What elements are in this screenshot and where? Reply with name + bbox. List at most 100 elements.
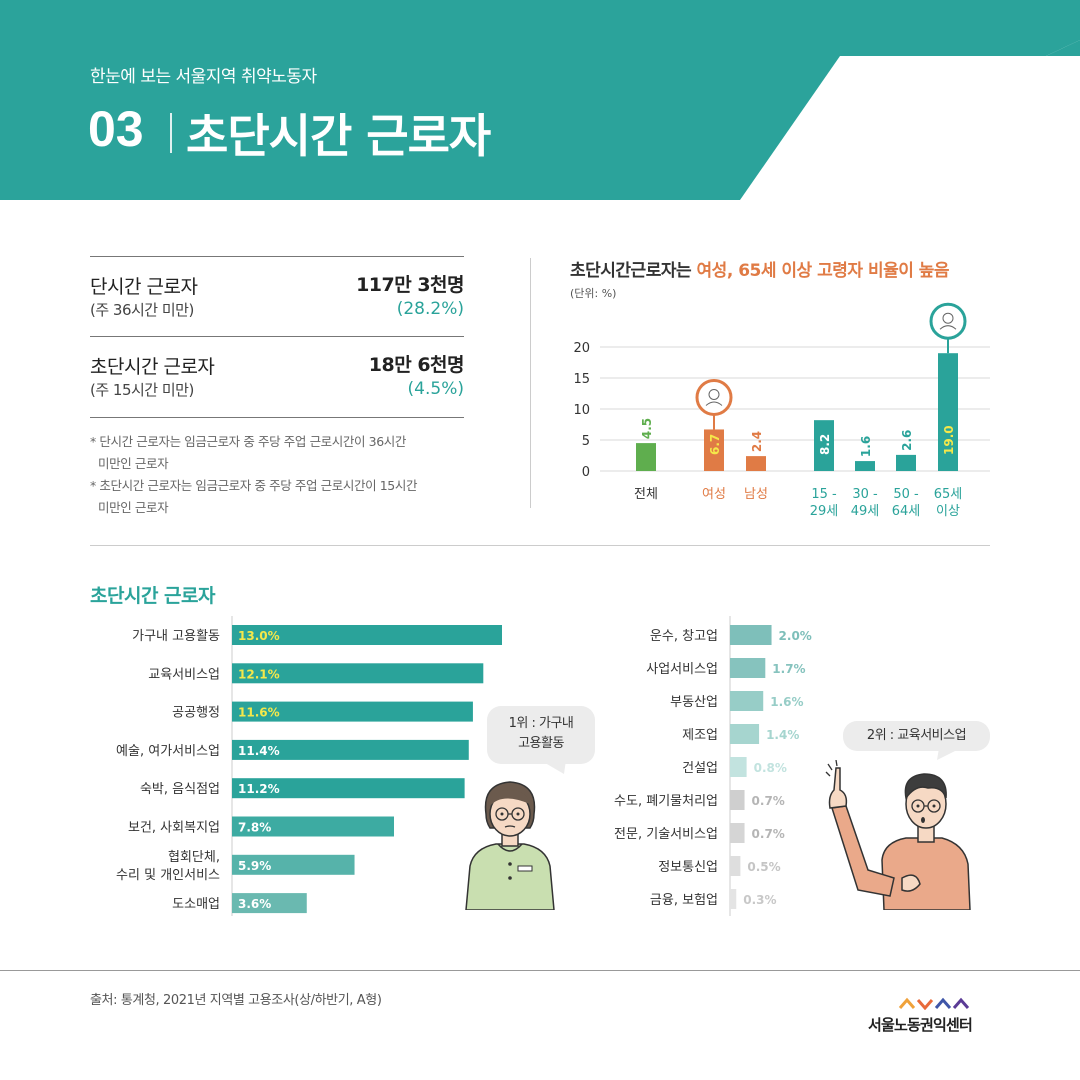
value-label: 0.5%	[747, 860, 780, 874]
header-background	[0, 0, 1080, 200]
value-label: 1.6%	[770, 695, 803, 709]
x-tick-label: 이상	[936, 504, 960, 519]
category-label: 가구내 고용활동	[132, 629, 220, 644]
x-tick-label: 여성	[702, 487, 726, 502]
bar	[730, 757, 747, 777]
footnote: 미만인 근로자	[98, 456, 169, 471]
y-tick-label: 10	[573, 403, 590, 418]
footnote: * 초단시간 근로자는 임금근로자 중 주당 주업 근로시간이 15시간	[90, 478, 418, 493]
value-label: 12.1%	[238, 667, 280, 681]
bar	[232, 701, 473, 722]
value-label: 7.8%	[238, 821, 271, 835]
value-label: 2.4	[750, 431, 764, 452]
summary-value: 117만 3천명	[356, 274, 464, 296]
y-tick-label: 20	[573, 341, 590, 356]
value-label: 11.2%	[238, 782, 280, 796]
category-label: 수도, 폐기물처리업	[614, 794, 718, 809]
value-label: 3.6%	[238, 897, 271, 911]
pin-body	[939, 325, 957, 330]
summary-sublabel: (주 15시간 미만)	[90, 381, 194, 399]
value-label: 11.4%	[238, 744, 280, 758]
female-icon	[695, 378, 733, 430]
industry-bar-chart-right: 2.0% 운수, 창고업 1.7% 사업서비스업 1.6% 부동산업 1.4% 제조업 0.8%…	[614, 616, 812, 916]
chart-title-prefix: 초단시간근로자는	[570, 261, 697, 281]
category-label: 제조업	[682, 728, 718, 743]
pin-body	[705, 401, 723, 406]
value-label: 19.0	[942, 425, 956, 455]
chart-title-highlight: 여성, 65세 이상 고령자 비율이 높음	[696, 261, 950, 281]
bar	[232, 854, 355, 875]
x-tick-label: 50 -	[893, 487, 919, 502]
category-label: 교육서비스업	[148, 667, 220, 682]
bar	[704, 429, 724, 471]
bar	[636, 443, 656, 471]
category-label: 건설업	[682, 761, 718, 776]
value-label: 1.7%	[772, 662, 805, 676]
x-tick-label: 남성	[744, 487, 768, 502]
man-illustration	[825, 760, 971, 910]
bar	[232, 816, 394, 837]
bar	[730, 790, 745, 810]
bar	[730, 724, 760, 744]
ratio-bar-chart: 0 5 10 15 20 4.5 전체 6.7 여성 2.4 남성 8.2 15 - 29세 1.6 30 -…	[573, 302, 990, 519]
bar	[232, 893, 307, 914]
callout-text: 1위 : 가구내 고용활동	[508, 716, 574, 751]
x-tick-label: 64세	[892, 504, 921, 519]
summary-bottom-rule	[90, 417, 464, 418]
category-label: 금융, 보험업	[650, 893, 718, 908]
category-label: 도소매업	[172, 897, 220, 912]
bar	[730, 823, 745, 843]
category-label: 운수, 창고업	[650, 629, 718, 644]
bar	[232, 625, 502, 645]
summary-top-rule	[90, 256, 464, 257]
chart-title: 초단시간근로자는 여성, 65세 이상 고령자 비율이 높음	[570, 256, 950, 281]
footer-rule	[0, 970, 1080, 971]
value-label: 0.7%	[752, 794, 785, 808]
footnote: 미만인 근로자	[98, 500, 169, 515]
bar	[814, 420, 834, 471]
title-separator	[170, 113, 172, 153]
summary-label: 초단시간 근로자	[90, 356, 215, 378]
bar	[896, 454, 916, 471]
value-label: 6.7	[708, 434, 722, 455]
category-label: 예술, 여가서비스업	[116, 744, 220, 759]
value-label: 0.7%	[752, 827, 785, 841]
footnote: * 단시간 근로자는 임금근로자 중 주당 주업 근로시간이 36시간	[90, 434, 406, 449]
value-label: 1.4%	[766, 728, 799, 742]
woman-illustration	[465, 781, 555, 910]
column-divider	[530, 258, 531, 508]
elder-icon	[929, 302, 967, 354]
y-tick-label: 5	[582, 434, 590, 449]
industry-section-title: 초단시간 근로자	[90, 585, 215, 607]
industry-bar-chart-left: 13.0% 가구내 고용활동 12.1% 교육서비스업 11.6% 공공행정 11.4% 예술…	[116, 616, 502, 916]
bar	[730, 889, 737, 909]
category-label: 수리 및 개인서비스	[116, 868, 220, 883]
second-place-callout: 2위 : 교육서비스업	[843, 721, 990, 751]
x-tick-label: 15 -	[811, 487, 837, 502]
x-tick-label: 49세	[851, 504, 880, 519]
value-label: 1.6	[859, 436, 873, 457]
pin-head	[708, 388, 720, 400]
value-label: 11.6%	[238, 706, 280, 720]
header-subtitle: 한눈에 보는 서울지역 취약노동자	[90, 67, 317, 87]
pin-head	[942, 312, 954, 324]
bar	[730, 625, 772, 645]
page-title: 초단시간 근로자	[186, 109, 491, 163]
bar	[730, 691, 764, 711]
value-label: 2.6	[900, 430, 914, 451]
category-label: 부동산업	[670, 695, 718, 710]
callout-tail	[937, 748, 961, 760]
value-label: 0.8%	[754, 761, 787, 775]
category-label: 협회단체,	[168, 850, 220, 865]
chart-unit: (단위: %)	[570, 287, 617, 300]
bar	[232, 739, 469, 760]
first-place-callout: 1위 : 가구내 고용활동	[487, 706, 595, 764]
pin-circle	[695, 378, 733, 416]
section-divider	[90, 545, 990, 546]
y-tick-label: 15	[573, 372, 590, 387]
bar	[730, 658, 766, 678]
y-tick-label: 0	[582, 465, 590, 480]
bar	[730, 856, 741, 876]
org-name: 서울노동권익센터	[868, 1016, 973, 1034]
category-label: 사업서비스업	[646, 662, 718, 677]
